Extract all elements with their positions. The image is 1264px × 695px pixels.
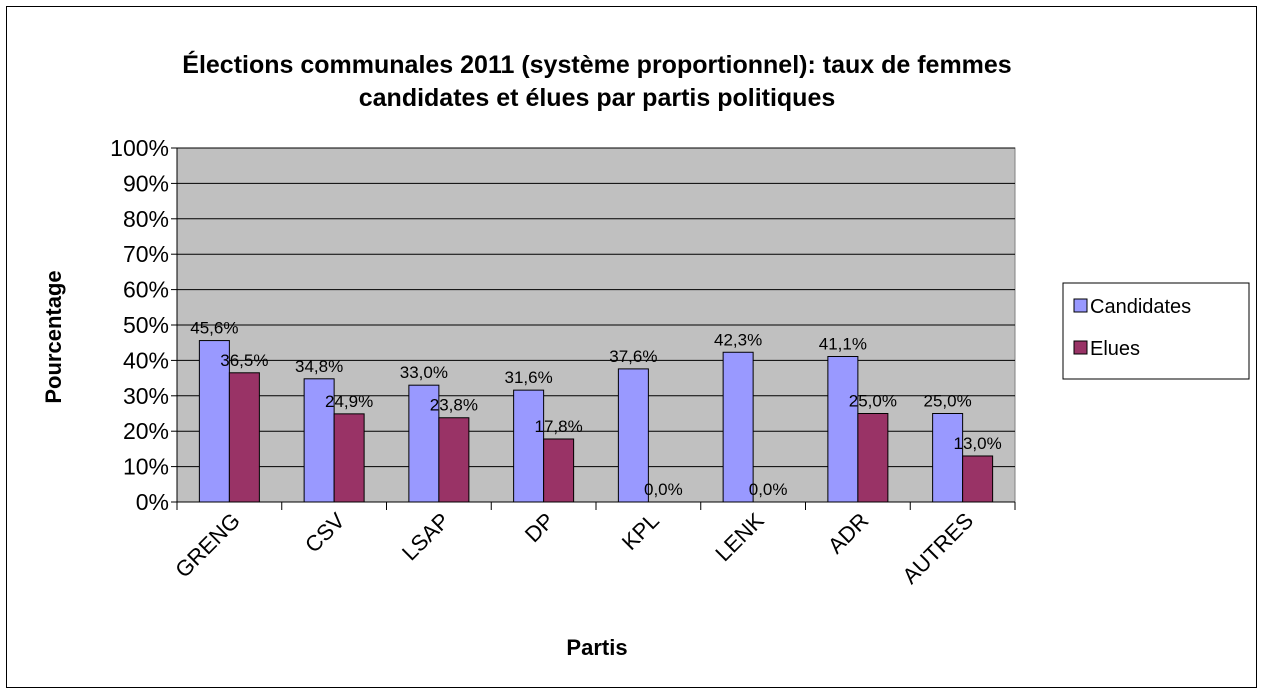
data-label-elues: 25,0% bbox=[849, 392, 897, 411]
x-tick-label: DP bbox=[520, 508, 559, 547]
bar-candidates bbox=[932, 413, 964, 503]
bar-candidates bbox=[513, 389, 545, 503]
y-tick-label: 70% bbox=[123, 241, 169, 267]
data-label-candidates: 42,3% bbox=[714, 330, 762, 349]
bar-elues bbox=[438, 417, 470, 503]
legend-swatch-candidates bbox=[1073, 298, 1088, 313]
bar-candidates bbox=[722, 351, 754, 503]
y-tick-label: 90% bbox=[123, 170, 169, 196]
chart-title-line-2: candidates et élues par partis politique… bbox=[359, 84, 836, 112]
chart-title-line-1: Élections communales 2011 (système propo… bbox=[182, 50, 1011, 79]
bar-candidates bbox=[408, 384, 440, 503]
data-label-candidates: 41,1% bbox=[819, 335, 867, 354]
data-labels: 45,6% 36,5% 34,8% 24,9% 33,0% 23,8% 31,6% 17,8%… bbox=[190, 319, 1001, 499]
bar-elues bbox=[333, 413, 365, 503]
y-tick-label: 30% bbox=[123, 383, 169, 409]
x-tick-label: KPL bbox=[617, 508, 664, 555]
data-label-elues: 0,0% bbox=[749, 480, 788, 499]
legend-label-elues: Elues bbox=[1090, 338, 1140, 360]
y-tick-label: 80% bbox=[123, 206, 169, 232]
chart-svg: Élections communales 2011 (système propo… bbox=[41, 50, 1250, 660]
data-label-elues: 0,0% bbox=[644, 480, 683, 499]
x-tick-label: LSAP bbox=[397, 508, 454, 565]
y-tick-label: 60% bbox=[123, 277, 169, 303]
y-tick-label: 20% bbox=[123, 418, 169, 444]
bar-elues bbox=[857, 413, 889, 503]
y-axis-label: Pourcentage bbox=[41, 270, 66, 403]
x-tick-label: GRENG bbox=[170, 508, 245, 583]
data-label-candidates: 25,0% bbox=[924, 392, 972, 411]
y-tick-label: 0% bbox=[136, 489, 169, 515]
legend-box bbox=[1062, 282, 1250, 380]
y-tick-label: 10% bbox=[123, 454, 169, 480]
y-tick-label: 40% bbox=[123, 347, 169, 373]
data-label-candidates: 45,6% bbox=[190, 319, 238, 338]
data-label-candidates: 33,0% bbox=[400, 363, 448, 382]
legend-swatch-elues bbox=[1073, 340, 1088, 355]
y-tick-label: 100% bbox=[110, 135, 169, 161]
bar-candidates bbox=[827, 356, 859, 503]
x-tick-label: ADR bbox=[823, 508, 874, 559]
bar-elues bbox=[543, 438, 575, 503]
x-axis-label: Partis bbox=[566, 635, 627, 660]
data-label-candidates: 34,8% bbox=[295, 357, 343, 376]
bars bbox=[198, 340, 994, 503]
data-label-elues: 36,5% bbox=[220, 351, 268, 370]
x-tick-label: CSV bbox=[300, 508, 350, 558]
data-label-elues: 24,9% bbox=[325, 392, 373, 411]
data-label-candidates: 37,6% bbox=[609, 347, 657, 366]
chart-frame: Élections communales 2011 (système propo… bbox=[6, 6, 1257, 688]
data-label-elues: 17,8% bbox=[535, 417, 583, 436]
data-label-candidates: 31,6% bbox=[505, 368, 553, 387]
bar-elues bbox=[962, 455, 994, 503]
legend-label-candidates: Candidates bbox=[1090, 296, 1191, 318]
data-label-elues: 23,8% bbox=[430, 396, 478, 415]
bar-elues bbox=[228, 372, 260, 503]
bar-candidates bbox=[617, 368, 649, 503]
y-tick-label: 50% bbox=[123, 312, 169, 338]
x-axis-ticks: GRENG CSV LSAP DP KPL LENK ADR AUTRES bbox=[170, 502, 1016, 589]
data-label-elues: 13,0% bbox=[954, 434, 1002, 453]
x-tick-label: LENK bbox=[710, 508, 769, 567]
legend: Candidates Elues bbox=[1062, 282, 1250, 380]
bar-candidates bbox=[198, 340, 230, 503]
x-tick-label: AUTRES bbox=[897, 508, 978, 589]
